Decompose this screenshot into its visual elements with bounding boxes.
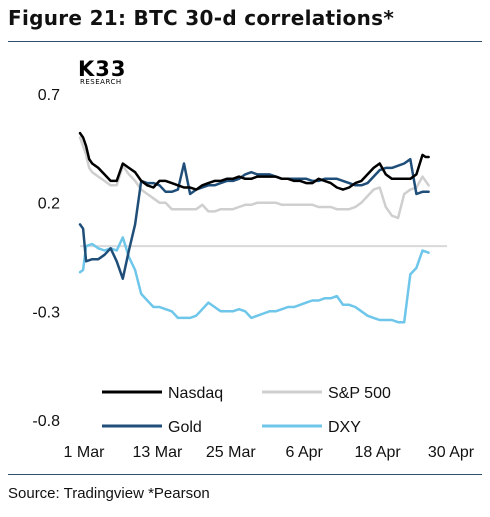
k33-logo: K33 RESEARCH	[78, 57, 127, 86]
series-line-dxy	[78, 236, 430, 324]
y-tick-label: -0.8	[32, 413, 60, 430]
legend-label-nasdaq: Nasdaq	[168, 385, 223, 402]
title-rule	[8, 41, 482, 42]
x-tick-label: 6 Apr	[286, 444, 324, 461]
source-note: Source: Tradingview *Pearson	[8, 485, 210, 502]
legend: Nasdaq S&P 500 Gold DXY	[102, 385, 391, 436]
logo-wordmark: K33	[78, 57, 127, 81]
series-line-gold	[78, 157, 430, 280]
legend-label-gold: Gold	[168, 419, 202, 436]
legend-label-s-p-500: S&P 500	[328, 385, 391, 402]
x-tick-label: 25 Mar	[206, 444, 256, 461]
figure-title: Figure 21: BTC 30-d correlations*	[8, 6, 395, 30]
series-line-nasdaq	[78, 131, 430, 191]
y-axis-ticks: 0.7 0.2 -0.3 -0.8	[32, 87, 60, 430]
x-tick-label: 13 Mar	[133, 444, 183, 461]
series-lines	[78, 131, 430, 324]
x-axis-ticks: 1 Mar 13 Mar 25 Mar 6 Apr 18 Apr 30 Apr	[64, 444, 475, 461]
x-tick-label: 30 Apr	[428, 444, 475, 461]
series-line-s-p-500	[78, 136, 430, 220]
y-tick-label: -0.3	[32, 304, 60, 321]
y-tick-label: 0.2	[38, 196, 60, 213]
x-tick-label: 18 Apr	[354, 444, 401, 461]
legend-label-dxy: DXY	[328, 419, 361, 436]
x-tick-label: 1 Mar	[64, 444, 106, 461]
y-tick-label: 0.7	[38, 87, 60, 104]
source-rule	[8, 474, 482, 475]
logo-subtitle: RESEARCH	[80, 78, 122, 86]
